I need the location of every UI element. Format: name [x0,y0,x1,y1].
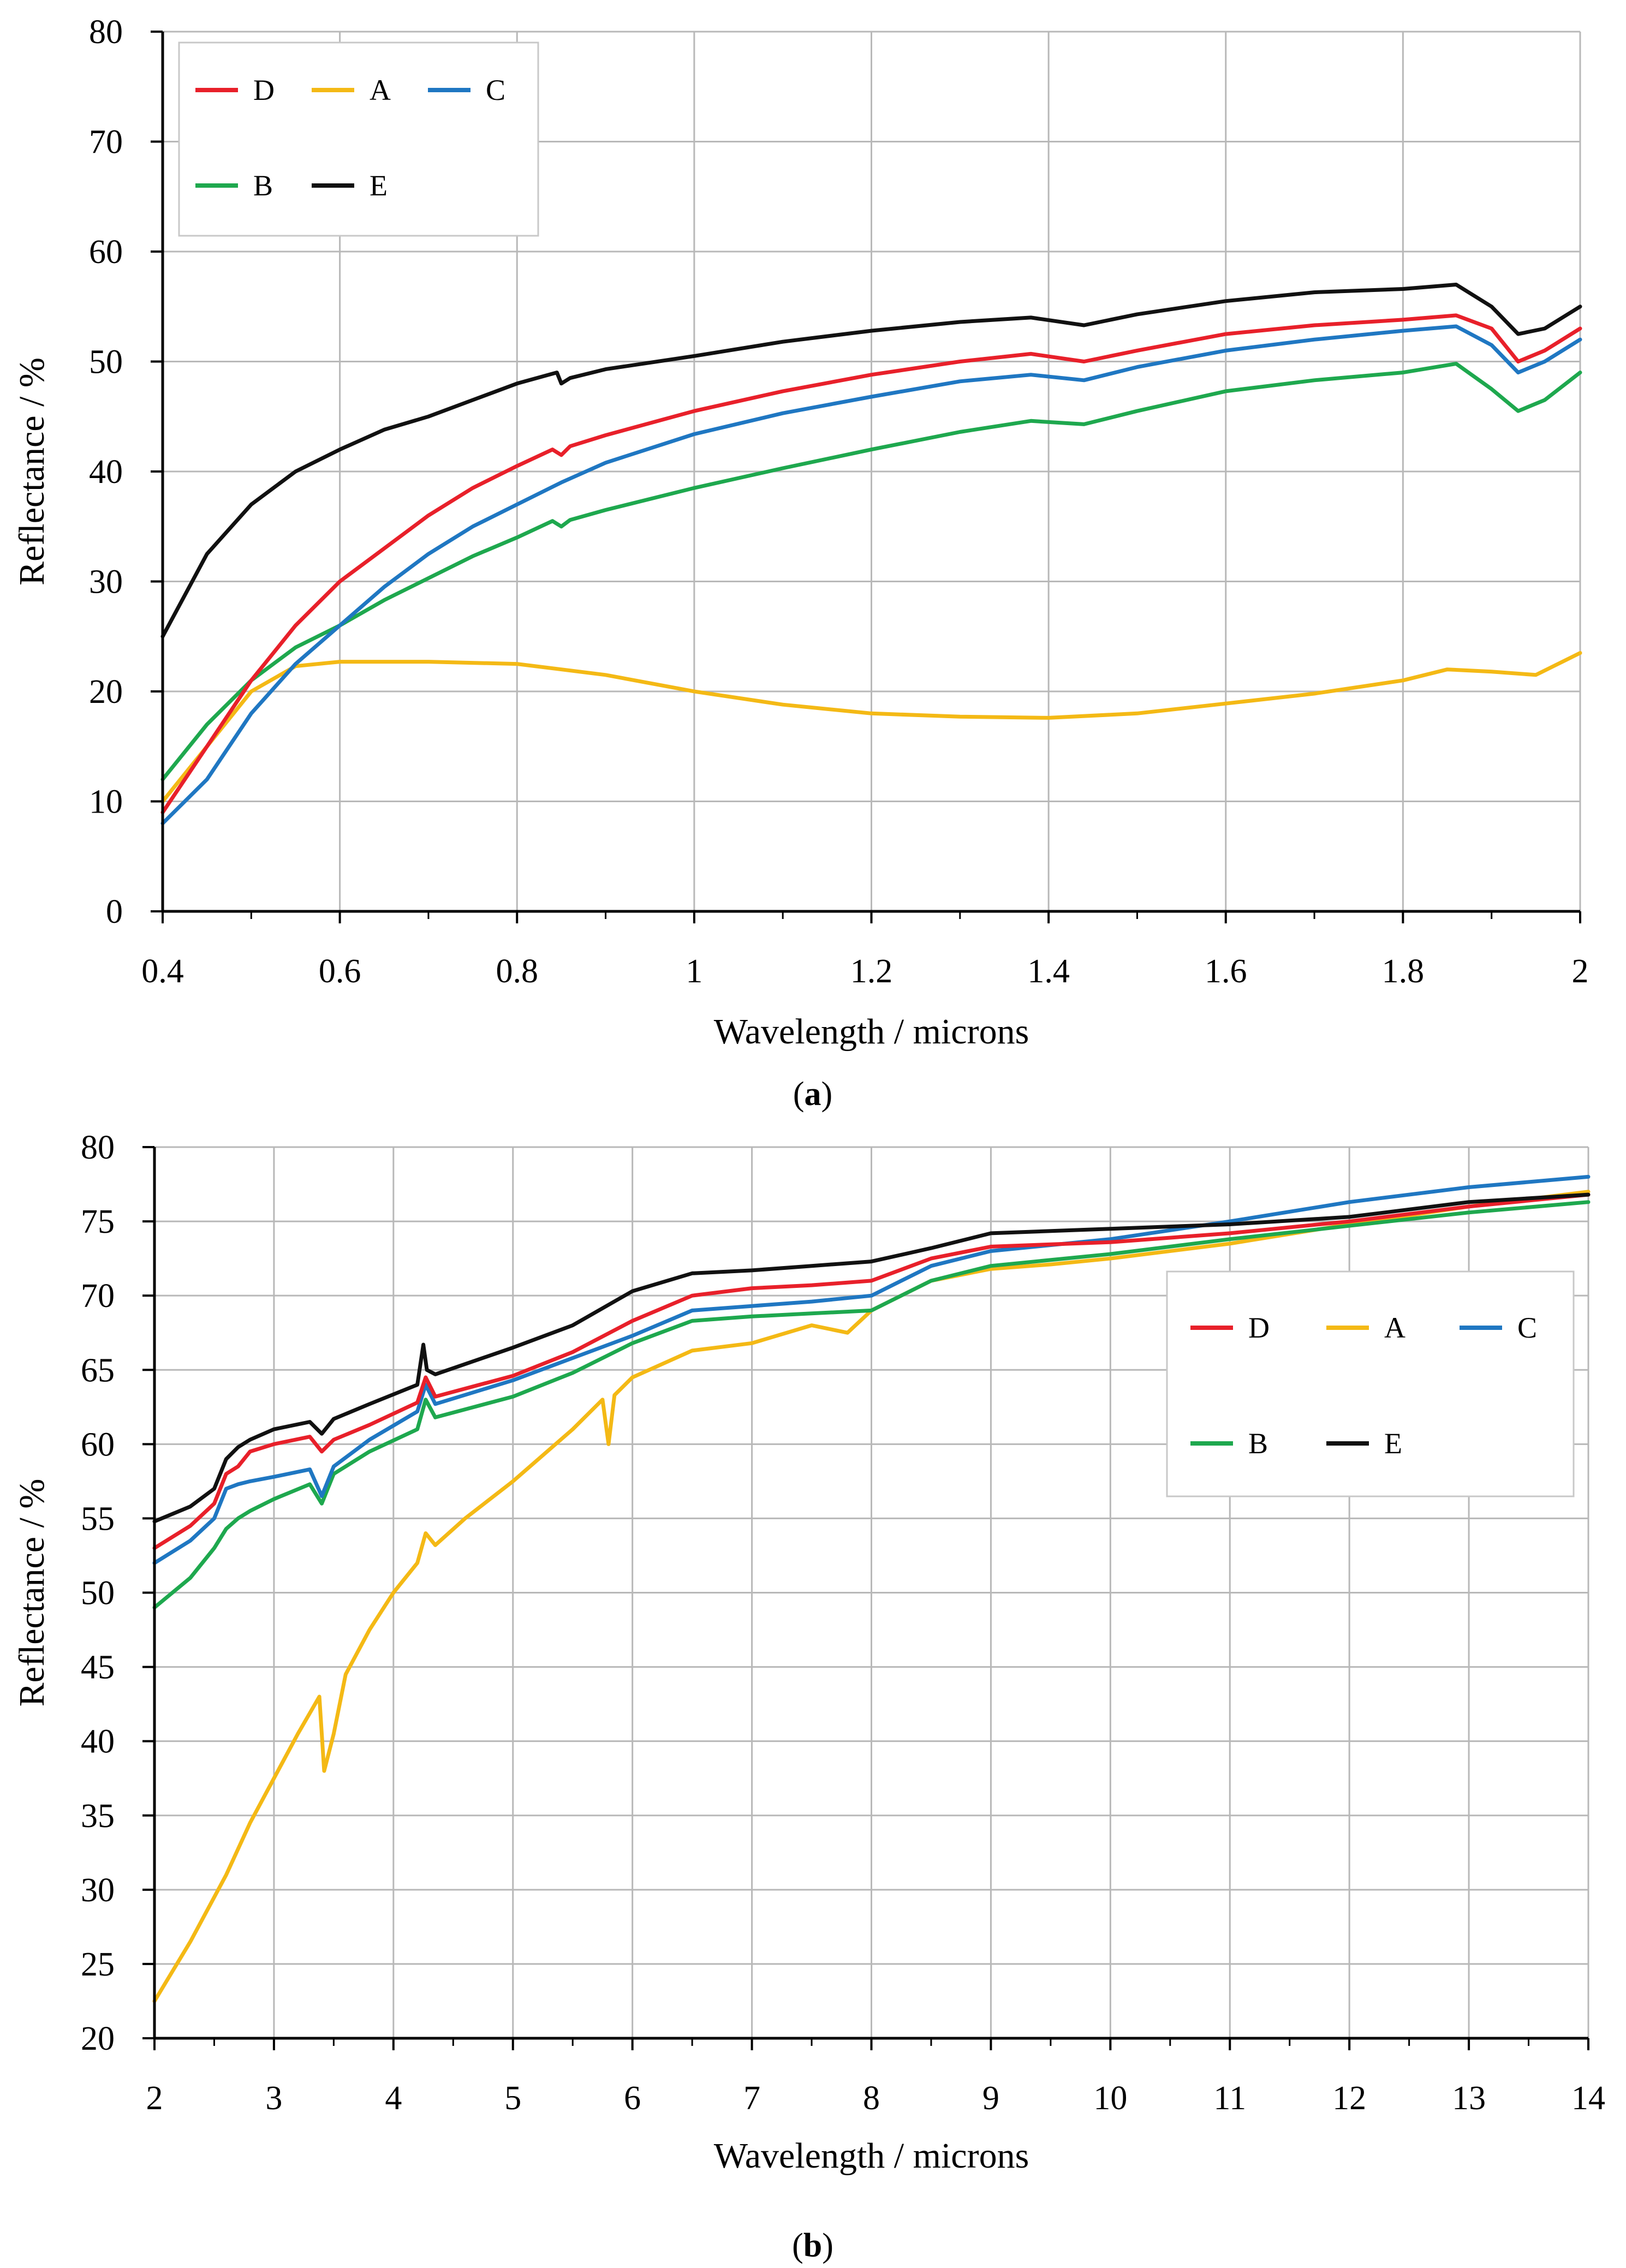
gridlines [154,1146,1589,2038]
y-tick-label: 60 [89,234,123,271]
x-tick-label: 12 [1332,2080,1366,2117]
legend: D A C B E [1166,1270,1575,1497]
x-tick-label: 11 [1213,2080,1246,2117]
legend-label-E: E [1384,1427,1402,1460]
x-tick-label: 7 [743,2080,760,2117]
y-tick-label: 30 [81,1872,115,1909]
legend-label-C: C [486,74,505,106]
x-tick-label: 9 [982,2080,999,2117]
y-tick-label: 70 [81,1278,115,1315]
axes: 2 3 4 5 6 7 8 9 10 11 12 13 142025303540455055606570… [81,1129,1605,2117]
y-tick-label: 10 [89,784,123,821]
x-tick-label: 13 [1452,2080,1486,2117]
y-tick-label: 70 [89,124,123,161]
x-tick-label: 0.6 [319,953,361,990]
legend-item-D: D [195,74,275,106]
x-tick-label: 14 [1571,2080,1605,2117]
x-tick-label: 6 [624,2080,641,2117]
x-tick-label: 0.4 [141,953,184,990]
gridlines [163,31,1581,911]
caption-a: (a) [793,1076,832,1113]
y-tick-label: 80 [81,1129,115,1166]
legend-label-B: B [253,169,273,202]
legend-label-E: E [370,169,388,202]
y-axis-label: Reflectance / % [12,1479,52,1707]
chart-b: 2 3 4 5 6 7 8 9 10 11 12 13 142025303540455055606570… [12,1129,1605,2176]
legend: D A C B E [178,41,539,237]
legend-item-B: B [195,169,273,202]
legend-label-B: B [1248,1427,1268,1460]
x-axis-label: Wavelength / microns [714,1012,1029,1052]
y-tick-label: 0 [106,893,123,930]
legend-label-C: C [1517,1311,1537,1344]
legend-label-D: D [253,74,275,106]
x-tick-label: 0.8 [496,953,539,990]
legend-item-C: C [1460,1311,1537,1344]
x-tick-label: 1 [686,953,702,990]
y-tick-label: 35 [81,1798,115,1835]
chart-a: 0.4 0.6 0.8 1 1.2 1.4 1.6 1.8 201020304050607080… [12,14,1589,1052]
legend-box [1166,1270,1575,1497]
x-tick-label: 5 [504,2080,521,2117]
x-tick-label: 10 [1093,2080,1127,2117]
y-axis-label: Reflectance / % [12,357,52,586]
x-tick-label: 1.4 [1027,953,1070,990]
y-tick-label: 20 [81,2020,115,2057]
series-lines [152,1174,1591,2003]
series-line-D [160,313,1582,815]
legend-item-A: A [312,74,391,106]
y-tick-label: 20 [89,673,123,711]
legend-label-A: A [370,74,391,106]
series-line-B [160,362,1582,781]
x-axis-label: Wavelength / microns [714,2136,1029,2176]
series-line-C [160,324,1582,826]
y-tick-label: 75 [81,1203,115,1240]
y-tick-label: 40 [89,453,123,491]
y-tick-label: 50 [81,1575,115,1612]
caption-b: (b) [792,2227,833,2264]
legend-item-E: E [1326,1427,1402,1460]
legend-item-B: B [1190,1427,1268,1460]
y-tick-label: 65 [81,1352,115,1389]
x-tick-label: 8 [863,2080,880,2117]
x-tick-label: 2 [1572,953,1589,990]
series-line-D [152,1192,1591,1550]
legend-item-D: D [1190,1311,1270,1344]
y-tick-label: 80 [89,14,123,51]
series-line-B [152,1200,1591,1610]
legend-item-E: E [312,169,388,202]
x-tick-label: 1.2 [850,953,893,990]
series-line-E [152,1192,1591,1524]
x-tick-label: 1.8 [1382,953,1425,990]
legend-label-A: A [1384,1311,1405,1344]
y-tick-label: 25 [81,1946,115,1983]
series-line-A [152,1190,1591,2003]
x-tick-label: 4 [385,2080,402,2117]
series-line-E [160,283,1582,638]
legend-item-A: A [1326,1311,1405,1344]
y-tick-label: 50 [89,344,123,381]
legend-item-C: C [428,74,505,106]
x-tick-label: 1.6 [1205,953,1247,990]
y-tick-label: 40 [81,1723,115,1760]
series-lines [160,283,1582,826]
y-tick-label: 55 [81,1500,115,1537]
legend-label-D: D [1248,1311,1270,1344]
legend-box [178,41,539,237]
series-line-A [160,651,1582,803]
y-tick-label: 45 [81,1649,115,1686]
y-tick-label: 60 [81,1426,115,1463]
x-tick-label: 3 [265,2080,282,2117]
y-tick-label: 30 [89,564,123,601]
x-tick-label: 2 [146,2080,163,2117]
